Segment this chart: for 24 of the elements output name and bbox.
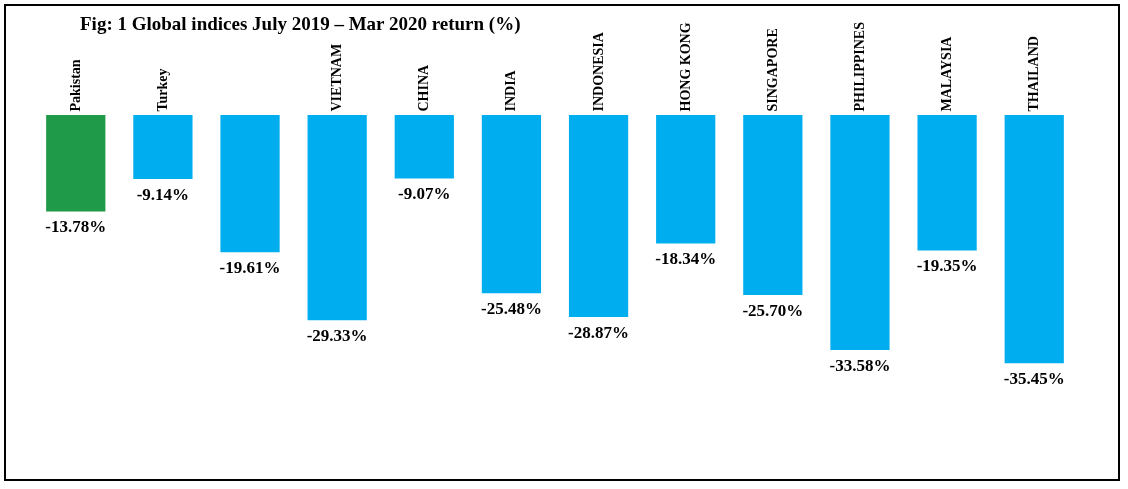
data-label: -28.87% bbox=[568, 323, 630, 343]
data-label: -19.35% bbox=[916, 256, 978, 276]
x-tick-label: SINGAPORE bbox=[764, 28, 780, 112]
x-tick-label: Pakistan bbox=[67, 59, 83, 112]
x-tick-label: HONG KONG bbox=[677, 22, 693, 112]
data-label: -25.70% bbox=[742, 300, 804, 320]
chart-title: Fig: 1 Global indices July 2019 – Mar 2020 return (%) bbox=[80, 12, 521, 35]
data-label: -19.61% bbox=[219, 258, 281, 278]
x-tick-label: PHILIPPINES bbox=[851, 21, 867, 112]
data-label: -29.33% bbox=[306, 326, 368, 346]
data-label: -35.45% bbox=[1003, 369, 1065, 389]
data-label: -33.58% bbox=[829, 356, 891, 376]
x-tick-label: INDONESIA bbox=[590, 31, 606, 112]
x-tick-label: MALAYSIA bbox=[939, 35, 955, 112]
x-tick-label: CHINA bbox=[416, 63, 432, 112]
data-label: -9.07% bbox=[398, 184, 451, 204]
x-tick-label: VIETNAM bbox=[329, 43, 345, 112]
data-label: -9.14% bbox=[136, 184, 190, 204]
x-tick-label: THAILAND bbox=[1026, 36, 1042, 112]
x-tick-label: Turkey bbox=[154, 68, 170, 112]
data-label: -18.34% bbox=[655, 249, 717, 269]
data-label: -25.48% bbox=[480, 299, 542, 319]
data-label: -13.78% bbox=[45, 217, 107, 237]
x-tick-label: INDIA bbox=[503, 69, 519, 112]
